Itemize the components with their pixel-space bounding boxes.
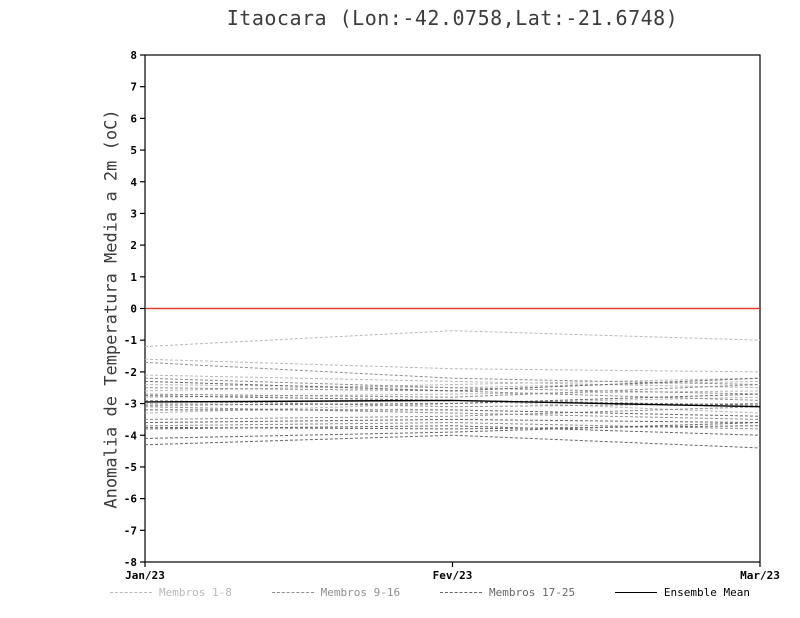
ensemble-member-line — [144, 377, 761, 395]
ensemble-member-line — [144, 418, 761, 424]
legend-line-sample-icon — [271, 592, 314, 593]
legend-line-sample-icon — [110, 592, 152, 593]
ensemble-member-line — [144, 434, 761, 449]
chart-legend: Membros 1-8 Membros 9-16 Membros 17-25 E… — [110, 586, 750, 599]
ensemble-member-line — [144, 358, 761, 373]
y-tick-label: -2 — [124, 366, 137, 379]
ensemble-member-line — [144, 393, 761, 406]
ensemble-member-line — [144, 422, 761, 439]
x-tick-label: Fev/23 — [433, 569, 473, 582]
legend-item-membros-1-8: Membros 1-8 — [110, 586, 232, 599]
ensemble-member-line — [144, 425, 761, 436]
legend-label: Membros 17-25 — [488, 586, 576, 599]
chart-title: Itaocara (Lon:-42.0758,Lat:-21.6748) — [226, 6, 679, 30]
ensemble-member-line — [144, 374, 761, 389]
y-tick-label: -8 — [124, 556, 137, 569]
y-tick-label: 5 — [130, 144, 137, 157]
legend-label: Ensemble Mean — [663, 586, 750, 599]
y-tick-label: -3 — [124, 398, 137, 411]
y-tick-label: 1 — [130, 271, 137, 284]
y-tick-label: 2 — [130, 239, 137, 252]
ensemble-mean-line — [144, 399, 761, 408]
ensemble-member-line — [145, 409, 761, 417]
y-tick-label: 3 — [130, 207, 137, 220]
ensemble-member-line — [144, 406, 761, 420]
legend-item-ensemble-mean: Ensemble Mean — [614, 586, 750, 599]
y-tick-label: 0 — [130, 303, 137, 316]
x-tick-label: Mar/23 — [740, 569, 780, 582]
y-tick-label: -5 — [124, 461, 137, 474]
ensemble-member-line — [144, 384, 761, 398]
x-tick-label: Jan/23 — [125, 569, 165, 582]
y-tick-label: 8 — [130, 49, 137, 62]
legend-line-sample-icon — [614, 592, 657, 593]
y-tick-label: -7 — [124, 524, 137, 537]
y-tick-label: -6 — [124, 493, 138, 506]
legend-item-membros-17-25: Membros 17-25 — [439, 586, 576, 599]
legend-line-sample-icon — [439, 592, 482, 593]
y-tick-label: -1 — [124, 334, 138, 347]
legend-label: Membros 1-8 — [159, 586, 232, 599]
ensemble-member-line — [144, 377, 761, 392]
ensemble-member-line — [144, 406, 761, 420]
legend-item-membros-9-16: Membros 9-16 — [271, 586, 401, 599]
y-tick-label: 7 — [130, 81, 137, 94]
y-tick-label: 4 — [130, 176, 137, 189]
y-tick-label: -4 — [124, 429, 138, 442]
legend-label: Membros 9-16 — [320, 586, 401, 599]
y-tick-label: 6 — [130, 112, 137, 125]
ensemble-member-line — [144, 330, 761, 348]
